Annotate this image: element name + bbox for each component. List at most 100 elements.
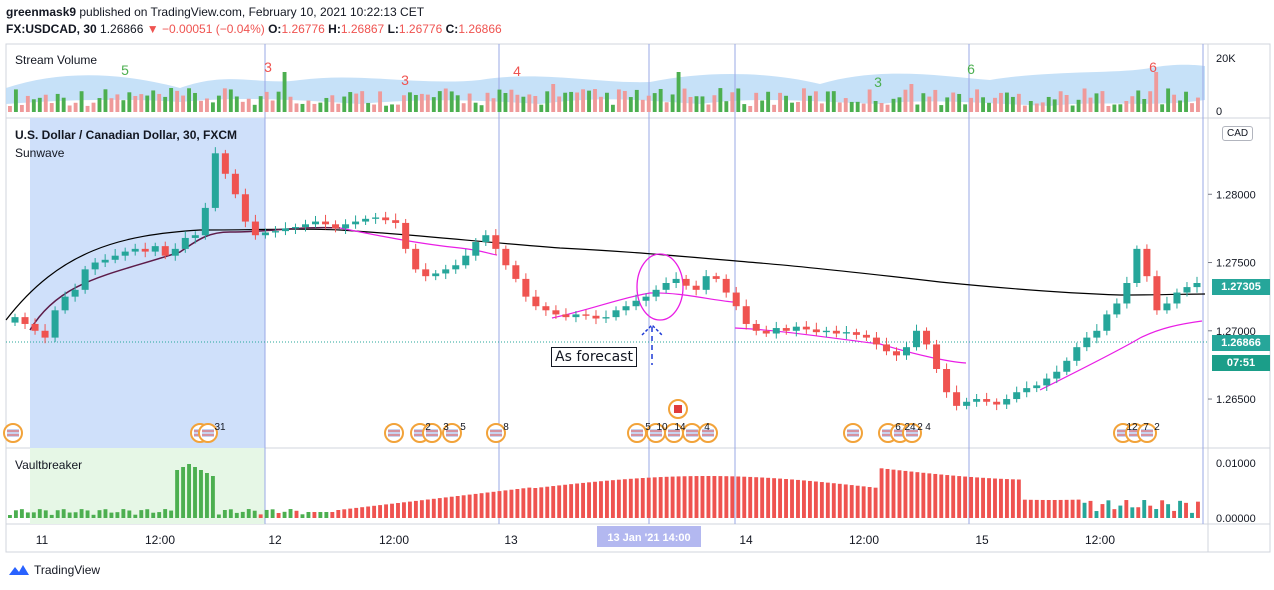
oscillator-bar bbox=[1160, 500, 1165, 518]
price-axis-ticks: 1.28000 1.27500 1.27000 1.26500 bbox=[1208, 189, 1256, 406]
forecast-note[interactable]: As forecast bbox=[551, 347, 637, 367]
oscillator-bar bbox=[300, 514, 305, 518]
volume-bar bbox=[1010, 96, 1015, 112]
author-name[interactable]: greenmask9 bbox=[6, 5, 77, 19]
oscillator-bar bbox=[927, 473, 932, 518]
oscillator-bar bbox=[449, 496, 454, 518]
volume-bar bbox=[1118, 104, 1123, 112]
oscillator-bar bbox=[861, 486, 866, 518]
volume-bar bbox=[700, 96, 705, 112]
oscillator-bar bbox=[43, 510, 48, 518]
volume-bar bbox=[807, 95, 812, 112]
volume-bar bbox=[545, 91, 550, 112]
event-count: 31 bbox=[214, 422, 226, 433]
event-flag-fill bbox=[1129, 429, 1141, 437]
footer-brand[interactable]: TradingView bbox=[8, 563, 100, 577]
candle-body bbox=[532, 296, 540, 307]
oscillator-bar bbox=[682, 476, 687, 518]
osc-axis-max: 0.01000 bbox=[1216, 458, 1256, 470]
volume-bar bbox=[503, 92, 508, 112]
symbol-label[interactable]: FX:USDCAD, 30 bbox=[6, 22, 97, 36]
candle-body bbox=[1133, 248, 1141, 283]
volume-bar bbox=[145, 95, 150, 112]
oscillator-bar bbox=[79, 509, 84, 518]
volume-bar bbox=[539, 104, 544, 112]
oscillator-bar bbox=[837, 483, 842, 518]
volume-bar bbox=[742, 104, 747, 112]
candle-body bbox=[161, 246, 169, 256]
volume-bar bbox=[199, 100, 203, 112]
oscillator-bar bbox=[425, 499, 430, 518]
oscillator-bar bbox=[575, 483, 580, 518]
volume-bar bbox=[819, 103, 824, 112]
event-flag-fill bbox=[7, 429, 19, 437]
volume-bar bbox=[825, 91, 830, 112]
candle-body bbox=[1033, 385, 1041, 389]
volume-bar bbox=[294, 103, 299, 112]
oscillator-bar bbox=[694, 476, 699, 518]
volume-bar bbox=[312, 103, 317, 112]
oscillator-bar bbox=[485, 492, 490, 518]
oscillator-bar bbox=[8, 515, 12, 518]
volume-bar bbox=[772, 104, 777, 112]
volume-bar bbox=[25, 95, 30, 112]
candle-body bbox=[372, 217, 380, 219]
candle-body bbox=[1123, 283, 1131, 304]
candle-body bbox=[933, 344, 941, 370]
oscillator-bar bbox=[688, 476, 693, 518]
volume-bar bbox=[181, 95, 186, 112]
candle-body bbox=[241, 194, 249, 222]
volume-bar bbox=[557, 96, 562, 112]
volume-bar bbox=[19, 104, 24, 112]
candle-body bbox=[872, 337, 880, 345]
volume-bar bbox=[843, 98, 848, 112]
oscillator-bar bbox=[240, 511, 245, 518]
volume-bar bbox=[222, 88, 227, 112]
candle-body bbox=[472, 242, 480, 256]
oscillator-bar bbox=[999, 478, 1003, 518]
candle-body bbox=[822, 330, 830, 333]
candle-body bbox=[131, 248, 139, 252]
candle-body bbox=[352, 221, 360, 225]
event-flag-fill bbox=[426, 429, 438, 437]
volume-bars bbox=[8, 72, 1200, 112]
oscillator-bar bbox=[210, 476, 215, 518]
oscillator-bar bbox=[849, 485, 854, 518]
candle-body bbox=[582, 314, 590, 316]
volume-bar bbox=[402, 95, 406, 112]
candle-body bbox=[271, 231, 279, 233]
candle-body bbox=[101, 259, 109, 263]
volume-bar bbox=[1148, 91, 1153, 112]
volume-bar bbox=[461, 103, 466, 112]
sunwave-label[interactable]: Sunwave bbox=[15, 146, 65, 160]
volume-bar bbox=[867, 89, 872, 112]
oscillator-bar bbox=[873, 487, 878, 518]
oscillator-bar bbox=[718, 476, 723, 518]
candle-body bbox=[702, 276, 710, 290]
volume-bar bbox=[31, 99, 36, 112]
oscillator-bar bbox=[1172, 510, 1177, 518]
oscillator-bar bbox=[384, 504, 388, 518]
oscillator-label[interactable]: Vaultbreaker bbox=[15, 458, 83, 472]
currency-tag[interactable]: CAD bbox=[1222, 126, 1254, 141]
oscillator-bar bbox=[754, 477, 759, 518]
event-count: 12 bbox=[1126, 422, 1138, 433]
oscillator-bar bbox=[461, 495, 466, 518]
volume-bar bbox=[282, 72, 287, 112]
candle-body bbox=[1083, 337, 1091, 348]
volume-bar bbox=[49, 103, 54, 112]
main-pane-label[interactable]: U.S. Dollar / Canadian Dollar, 30, FXCM bbox=[15, 128, 238, 142]
volume-bar bbox=[378, 91, 383, 112]
down-arrow-icon: ▼ bbox=[146, 22, 159, 36]
candle-body bbox=[1183, 287, 1191, 293]
volume-pane-label[interactable]: Stream Volume bbox=[15, 53, 98, 67]
volume-bar bbox=[240, 101, 245, 112]
volume-bar bbox=[533, 95, 538, 112]
candle-body bbox=[862, 334, 870, 338]
volume-bar bbox=[8, 106, 12, 112]
candle-body bbox=[892, 351, 900, 356]
oscillator-bar bbox=[169, 510, 174, 518]
candle-body bbox=[612, 310, 620, 318]
volume-bar bbox=[1070, 105, 1075, 112]
